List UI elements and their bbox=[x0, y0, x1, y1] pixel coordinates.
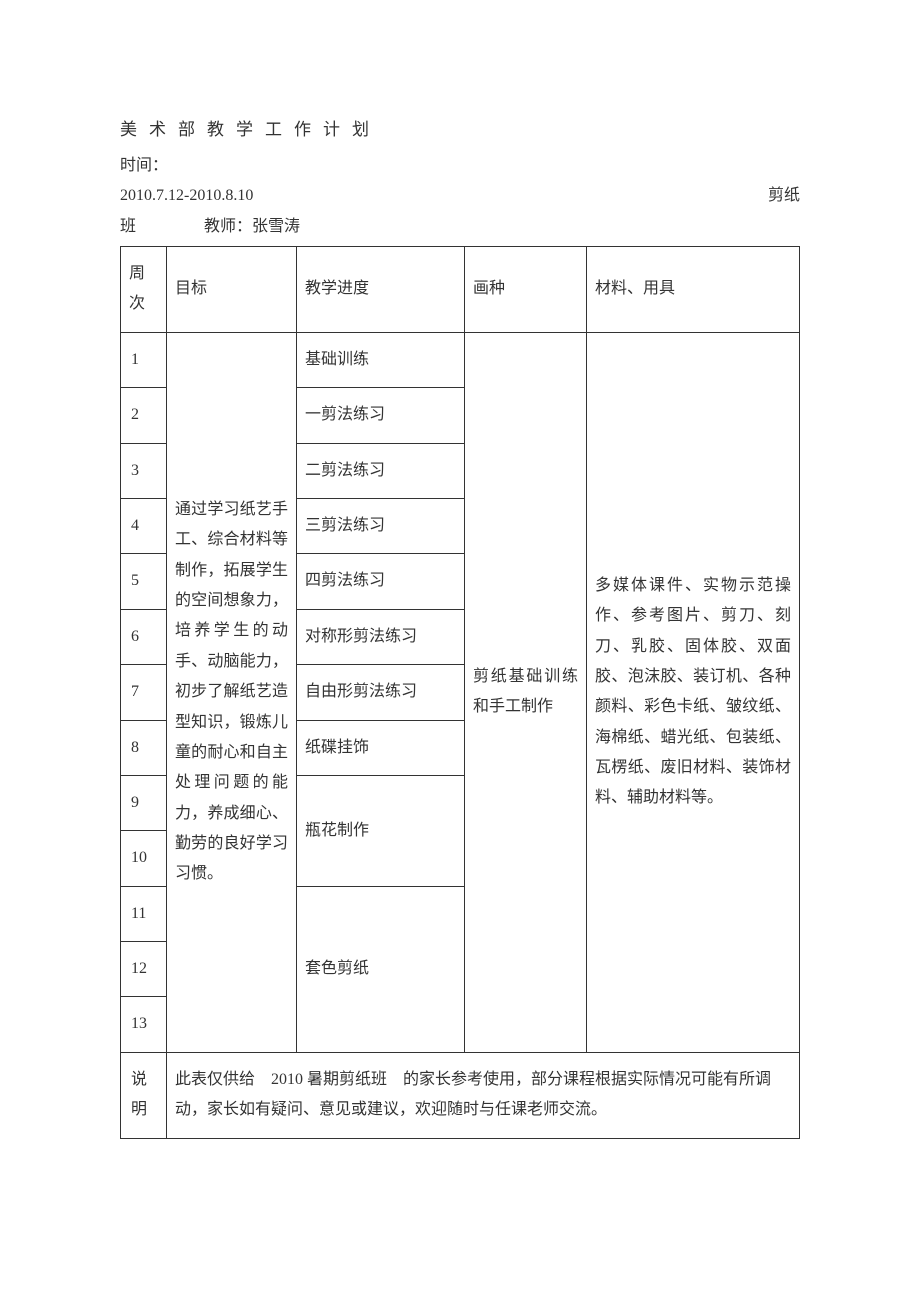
note-row: 说明 此表仅供给 2010 暑期剪纸班 的家长参考使用，部分课程根据实际情况可能… bbox=[121, 1052, 800, 1138]
week-cell: 13 bbox=[121, 997, 167, 1052]
progress-cell: 一剪法练习 bbox=[297, 388, 465, 443]
progress-cell: 瓶花制作 bbox=[297, 775, 465, 886]
col-week-header: 周次 bbox=[121, 246, 167, 332]
col-materials-header: 材料、用具 bbox=[587, 246, 800, 332]
time-range: 2010.7.12-2010.8.10 bbox=[120, 182, 253, 211]
week-cell: 4 bbox=[121, 498, 167, 553]
progress-cell: 自由形剪法练习 bbox=[297, 665, 465, 720]
col-progress-header: 教学进度 bbox=[297, 246, 465, 332]
type-cell: 剪纸基础训练和手工制作 bbox=[465, 332, 587, 1052]
time-label: 时间： bbox=[120, 152, 800, 181]
document-title: 美术部教学工作计划 bbox=[120, 115, 800, 146]
progress-cell: 纸碟挂饰 bbox=[297, 720, 465, 775]
teacher-label: 教师： bbox=[204, 218, 252, 235]
progress-cell: 对称形剪法练习 bbox=[297, 609, 465, 664]
progress-cell: 三剪法练习 bbox=[297, 498, 465, 553]
table-row: 1 通过学习纸艺手工、综合材料等制作，拓展学生的空间想象力，培养学生的动手、动脑… bbox=[121, 332, 800, 387]
week-cell: 5 bbox=[121, 554, 167, 609]
plan-table: 周次 目标 教学进度 画种 材料、用具 1 通过学习纸艺手工、综合材料等制作，拓… bbox=[120, 246, 800, 1139]
week-cell: 12 bbox=[121, 942, 167, 997]
week-cell: 7 bbox=[121, 665, 167, 720]
col-type-header: 画种 bbox=[465, 246, 587, 332]
class-name-part2: 班 bbox=[120, 218, 136, 235]
week-cell: 8 bbox=[121, 720, 167, 775]
week-cell: 1 bbox=[121, 332, 167, 387]
class-name-part1: 剪纸 bbox=[768, 182, 800, 211]
week-cell: 2 bbox=[121, 388, 167, 443]
week-cell: 6 bbox=[121, 609, 167, 664]
progress-cell: 四剪法练习 bbox=[297, 554, 465, 609]
table-header-row: 周次 目标 教学进度 画种 材料、用具 bbox=[121, 246, 800, 332]
teacher-name: 张雪涛 bbox=[252, 218, 300, 235]
week-cell: 9 bbox=[121, 775, 167, 830]
note-text: 此表仅供给 2010 暑期剪纸班 的家长参考使用，部分课程根据实际情况可能有所调… bbox=[167, 1052, 800, 1138]
week-cell: 10 bbox=[121, 831, 167, 886]
col-goal-header: 目标 bbox=[167, 246, 297, 332]
progress-cell: 基础训练 bbox=[297, 332, 465, 387]
meta-row: 2010.7.12-2010.8.10 剪纸 bbox=[120, 182, 800, 211]
note-label: 说明 bbox=[121, 1052, 167, 1138]
progress-cell: 二剪法练习 bbox=[297, 443, 465, 498]
class-teacher-line: 班 教师：张雪涛 bbox=[120, 213, 800, 242]
materials-cell: 多媒体课件、实物示范操作、参考图片、剪刀、刻刀、乳胶、固体胶、双面胶、泡沫胶、装… bbox=[587, 332, 800, 1052]
progress-cell: 套色剪纸 bbox=[297, 886, 465, 1052]
week-cell: 3 bbox=[121, 443, 167, 498]
goal-cell: 通过学习纸艺手工、综合材料等制作，拓展学生的空间想象力，培养学生的动手、动脑能力… bbox=[167, 332, 297, 1052]
week-cell: 11 bbox=[121, 886, 167, 941]
